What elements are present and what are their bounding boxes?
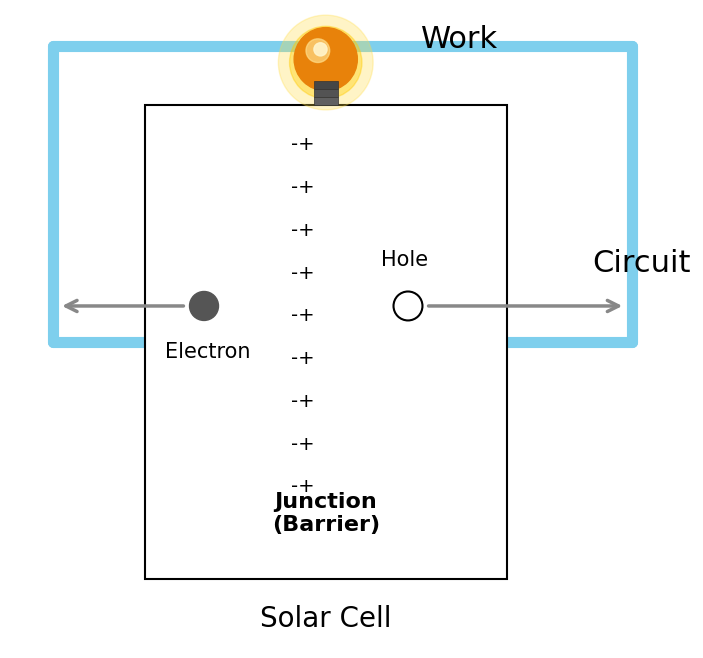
- Text: -+: -+: [291, 307, 314, 325]
- Text: Work: Work: [421, 25, 498, 54]
- Circle shape: [394, 291, 423, 320]
- Circle shape: [306, 39, 330, 63]
- Text: -+: -+: [291, 136, 314, 154]
- Text: Electron: Electron: [165, 342, 250, 362]
- Text: Junction
(Barrier): Junction (Barrier): [271, 492, 380, 535]
- Text: -+: -+: [291, 435, 314, 453]
- Text: Hole: Hole: [381, 250, 428, 270]
- Text: -+: -+: [291, 478, 314, 496]
- Text: -+: -+: [291, 392, 314, 411]
- Text: Solar Cell: Solar Cell: [260, 605, 392, 634]
- Bar: [145, 105, 507, 579]
- Bar: [314, 89, 337, 97]
- Text: -+: -+: [291, 264, 314, 282]
- Circle shape: [278, 15, 373, 110]
- Text: -+: -+: [291, 221, 314, 240]
- Bar: [314, 81, 337, 89]
- Text: Circuit: Circuit: [592, 249, 691, 278]
- Text: -+: -+: [291, 178, 314, 197]
- Bar: [314, 97, 337, 105]
- Circle shape: [294, 28, 357, 91]
- Text: -+: -+: [291, 349, 314, 368]
- Circle shape: [190, 291, 219, 320]
- Circle shape: [290, 26, 362, 99]
- Circle shape: [314, 43, 327, 56]
